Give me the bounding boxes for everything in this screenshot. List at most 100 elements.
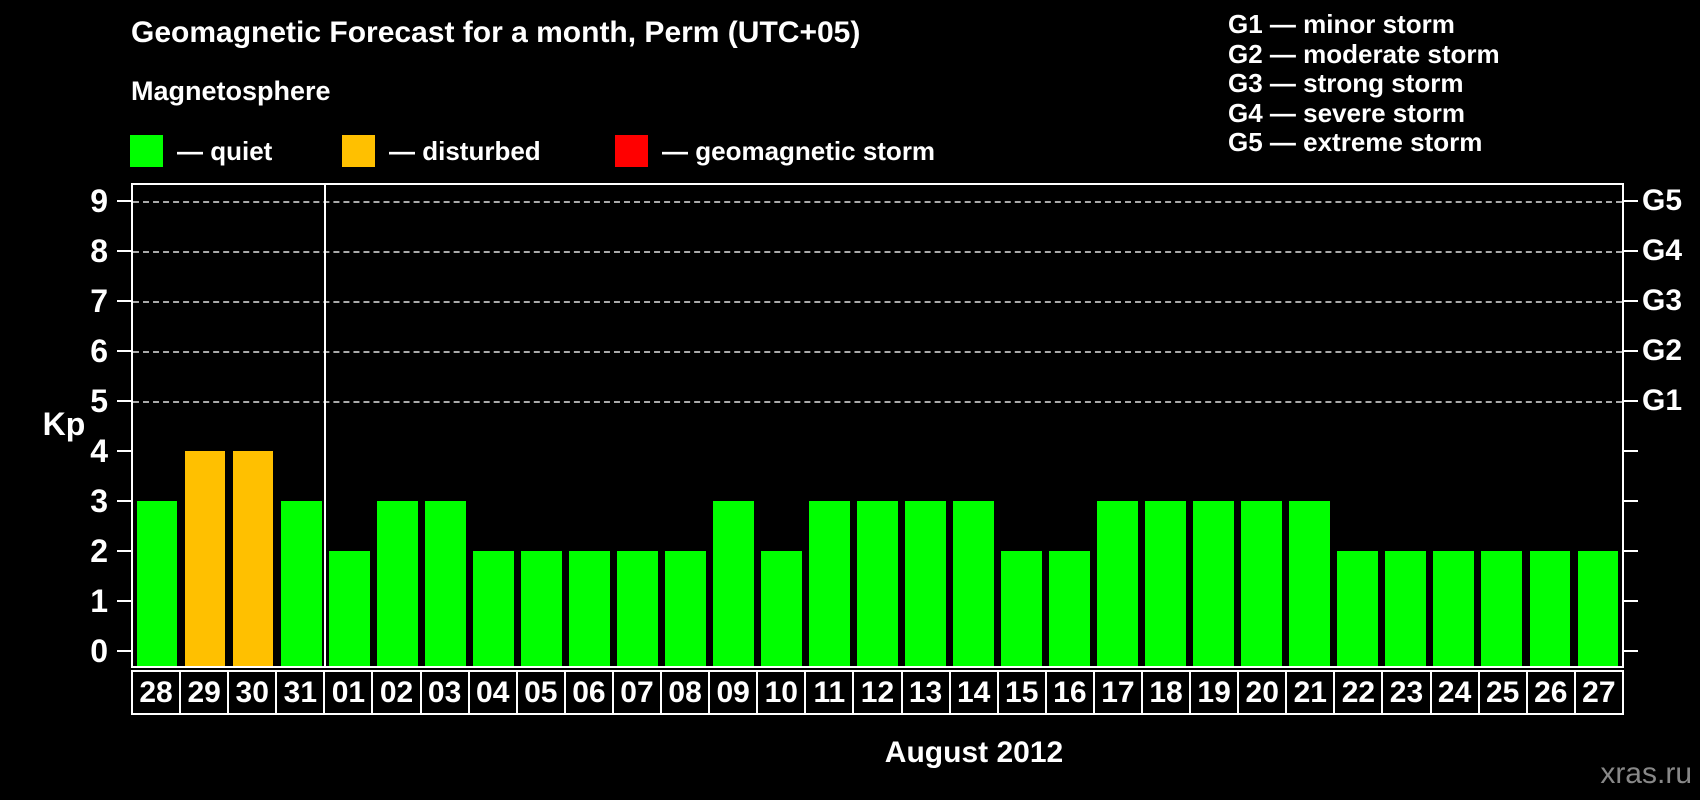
day-label-04: 04	[467, 670, 518, 715]
day-label-28: 28	[131, 670, 182, 715]
g-scale-legend-line-4: G4 — severe storm	[1228, 97, 1466, 128]
kp-bar-day-25	[1481, 551, 1523, 666]
day-label-07: 07	[611, 670, 663, 715]
bar-slot-30	[229, 185, 277, 666]
y-tick-right-4	[1624, 450, 1638, 452]
day-label-17: 17	[1092, 670, 1143, 715]
bar-slot-28	[133, 185, 181, 666]
kp-bar-day-07	[616, 551, 658, 666]
disturbed-swatch-icon	[342, 135, 375, 167]
day-label-16: 16	[1044, 670, 1095, 715]
day-label-27: 27	[1573, 670, 1624, 715]
legend-item-quiet: — quiet	[130, 135, 272, 167]
bars-container	[133, 185, 1622, 666]
legend-item-storm: — geomagnetic storm	[615, 135, 935, 167]
kp-bar-day-18	[1145, 501, 1187, 666]
gridline-kp-6	[133, 351, 1622, 353]
bar-slot-12	[853, 185, 901, 666]
bar-slot-16	[1046, 185, 1094, 666]
bar-slot-02	[373, 185, 421, 666]
kp-bar-day-20	[1241, 501, 1283, 666]
month-separator-line	[324, 185, 326, 666]
bar-slot-20	[1238, 185, 1286, 666]
kp-bar-day-04	[472, 551, 514, 666]
legend-label-storm: — geomagnetic storm	[662, 135, 936, 166]
y-axis-label-1: 1	[90, 583, 108, 619]
gridline-kp-9	[133, 201, 1622, 203]
kp-bar-day-29	[184, 451, 226, 666]
kp-bar-day-02	[376, 501, 418, 666]
y-tick-right-5	[1624, 400, 1638, 402]
day-label-08: 08	[660, 670, 711, 715]
legend-item-disturbed: — disturbed	[342, 135, 541, 167]
g-scale-legend-line-5: G5 — extreme storm	[1228, 127, 1483, 158]
bar-slot-25	[1478, 185, 1526, 666]
day-label-30: 30	[227, 670, 278, 715]
day-label-09: 09	[708, 670, 759, 715]
bar-slot-07	[613, 185, 661, 666]
kp-bar-day-08	[664, 551, 706, 666]
y-tick-left-5	[117, 400, 131, 402]
kp-bar-day-31	[280, 501, 322, 666]
day-label-29: 29	[179, 670, 230, 715]
right-axis-label-g4: G4	[1642, 234, 1683, 267]
y-axis-label-6: 6	[90, 333, 108, 369]
y-axis-label-5: 5	[90, 383, 108, 419]
bar-slot-24	[1430, 185, 1478, 666]
day-label-21: 21	[1285, 670, 1336, 715]
quiet-swatch-icon	[130, 135, 163, 167]
day-label-19: 19	[1189, 670, 1240, 715]
y-tick-right-2	[1624, 550, 1638, 552]
day-label-13: 13	[900, 670, 951, 715]
plot-area	[131, 183, 1624, 668]
kp-bar-day-14	[953, 501, 994, 666]
kp-bar-day-10	[761, 551, 802, 666]
day-label-31: 31	[275, 670, 326, 715]
legend-label-quiet: — quiet	[177, 135, 273, 166]
y-tick-left-4	[117, 450, 131, 452]
bar-slot-23	[1382, 185, 1430, 666]
y-axis-label-2: 2	[90, 533, 108, 569]
day-label-01: 01	[323, 670, 374, 715]
site-watermark: xras.ru	[1600, 757, 1692, 790]
day-label-18: 18	[1140, 670, 1192, 715]
y-tick-left-1	[117, 600, 131, 602]
y-tick-left-8	[117, 250, 131, 252]
kp-bar-day-15	[1001, 551, 1042, 666]
bar-slot-10	[757, 185, 805, 666]
day-label-14: 14	[948, 670, 999, 715]
bar-slot-21	[1286, 185, 1334, 666]
day-label-24: 24	[1429, 670, 1480, 715]
day-label-02: 02	[371, 670, 422, 715]
bar-slot-08	[661, 185, 709, 666]
right-axis-label-g5: G5	[1642, 184, 1683, 217]
y-tick-right-1	[1624, 600, 1638, 602]
day-label-22: 22	[1333, 670, 1384, 715]
y-tick-left-2	[117, 550, 131, 552]
y-tick-left-7	[117, 300, 131, 302]
kp-bar-day-26	[1529, 551, 1571, 666]
bar-slot-14	[950, 185, 998, 666]
y-tick-left-0	[117, 650, 131, 652]
right-axis-label-g1: G1	[1642, 384, 1683, 417]
y-axis-label-4: 4	[90, 433, 108, 469]
page-title: Geomagnetic Forecast for a month, Perm (…	[131, 16, 861, 49]
day-label-03: 03	[419, 670, 470, 715]
storm-swatch-icon	[615, 135, 648, 167]
day-label-26: 26	[1525, 670, 1576, 715]
bar-slot-17	[1094, 185, 1142, 666]
bar-slot-09	[709, 185, 757, 666]
day-label-20: 20	[1237, 670, 1288, 715]
kp-bar-day-01	[328, 551, 370, 666]
day-label-11: 11	[804, 670, 855, 715]
y-axis-label-0: 0	[90, 633, 108, 669]
bar-slot-11	[805, 185, 853, 666]
kp-bar-day-03	[424, 501, 466, 666]
y-tick-right-9	[1624, 200, 1638, 202]
kp-bar-day-21	[1289, 501, 1331, 666]
kp-bar-day-27	[1577, 551, 1619, 666]
gridline-kp-7	[133, 301, 1622, 303]
kp-bar-day-22	[1337, 551, 1379, 666]
bar-slot-31	[277, 185, 325, 666]
kp-bar-day-23	[1385, 551, 1427, 666]
